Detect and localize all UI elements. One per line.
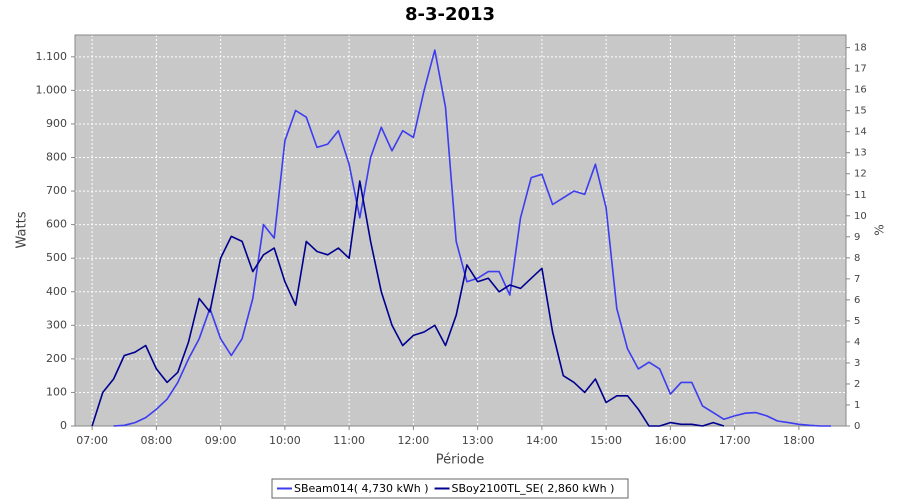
legend-label: SBeam014( 4,730 kWh ) — [294, 482, 429, 495]
x-tick-label: 13:00 — [462, 434, 494, 447]
y-tick-label: 700 — [46, 184, 67, 197]
x-tick-label: 09:00 — [205, 434, 237, 447]
x-tick-label: 08:00 — [141, 434, 173, 447]
y2-tick-label: 2 — [854, 379, 860, 390]
x-tick-label: 10:00 — [269, 434, 301, 447]
y-tick-label: 300 — [46, 318, 67, 331]
y-tick-label: 800 — [46, 151, 67, 164]
x-tick-label: 07:00 — [76, 434, 108, 447]
plot-border — [74, 34, 847, 427]
y-tick-label: 200 — [46, 352, 67, 365]
y2-tick-label: 10 — [854, 211, 867, 222]
y2-tick-label: 15 — [854, 106, 867, 117]
legend-label: SBoy2100TL_SE( 2,860 kWh ) — [452, 482, 615, 495]
y-tick-label: 1.000 — [36, 83, 68, 96]
legend — [271, 478, 629, 499]
x-tick-label: 11:00 — [333, 434, 365, 447]
y2-tick-label: 14 — [854, 127, 867, 138]
y2-tick-label: 8 — [854, 253, 860, 264]
y2-tick-label: 3 — [854, 358, 860, 369]
y-tick-label: 100 — [46, 385, 67, 398]
y-tick-label: 600 — [46, 218, 67, 231]
y2-axis-label: % — [873, 224, 887, 235]
x-tick-label: 16:00 — [655, 434, 687, 447]
y2-tick-label: 17 — [854, 64, 867, 75]
x-tick-label: 14:00 — [526, 434, 558, 447]
y2-tick-label: 1 — [854, 400, 860, 411]
y2-tick-label: 6 — [854, 295, 860, 306]
y2-tick-label: 9 — [854, 232, 860, 243]
y2-tick-label: 16 — [854, 85, 867, 96]
y2-tick-label: 18 — [854, 43, 867, 54]
y2-tick-label: 11 — [854, 190, 867, 201]
x-tick-label: 18:00 — [783, 434, 815, 447]
y2-tick-label: 5 — [854, 316, 860, 327]
x-tick-label: 15:00 — [590, 434, 622, 447]
series-line — [113, 49, 831, 427]
y2-tick-label: 0 — [854, 421, 860, 432]
y-tick-label: 0 — [60, 419, 67, 432]
x-axis-label: Période — [436, 453, 485, 468]
plot-area — [75, 35, 846, 426]
y2-tick-label: 4 — [854, 337, 860, 348]
y-tick-label: 900 — [46, 117, 67, 130]
chart-title: 8-3-2013 — [405, 4, 495, 25]
series-line — [91, 180, 725, 427]
y-tick-label: 400 — [46, 285, 67, 298]
y2-tick-label: 13 — [854, 148, 867, 159]
x-tick-label: 12:00 — [398, 434, 430, 447]
y-axis-label: Watts — [15, 211, 30, 248]
y-tick-label: 1.100 — [36, 50, 68, 63]
x-tick-label: 17:00 — [719, 434, 751, 447]
y-tick-label: 500 — [46, 251, 67, 264]
y2-tick-label: 7 — [854, 274, 860, 285]
y2-tick-label: 12 — [854, 169, 867, 180]
